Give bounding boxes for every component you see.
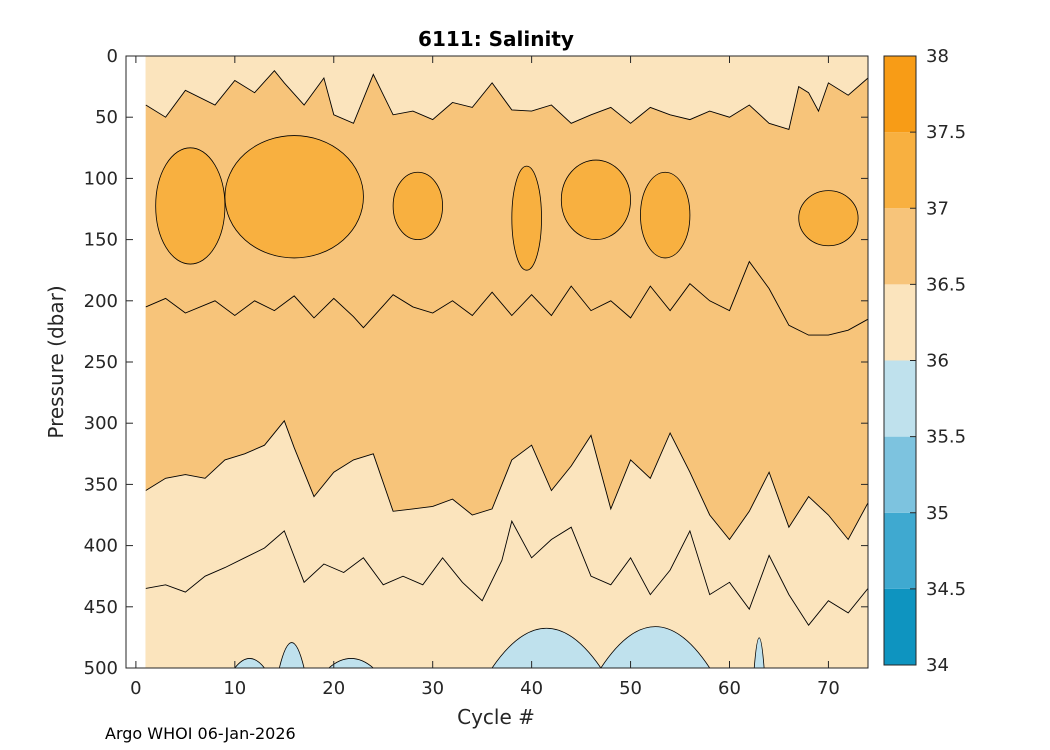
y-tick-label: 0 (107, 46, 118, 67)
contour-line (145, 70, 868, 130)
colorbar-tick-label: 37.5 (926, 122, 966, 143)
x-tick-label: 30 (421, 678, 444, 699)
x-axis: 0 10 20 30 40 50 60 70 (130, 56, 840, 699)
y-axis-label: Pressure (dbar) (44, 285, 68, 438)
colorbar-swatch (884, 208, 916, 285)
contour-line (145, 260, 868, 336)
contour-line (145, 419, 868, 541)
colorbar-swatch (884, 132, 916, 209)
colorbar-tick-label: 35 (926, 503, 949, 524)
salty-lens (511, 165, 542, 271)
colorbar-tick-label: 36 (926, 351, 949, 372)
colorbar-tick-label: 38 (926, 46, 949, 67)
x-tick-label: 20 (322, 678, 345, 699)
y-tick-label: 200 (84, 291, 118, 312)
chart-title: 6111: Salinity (418, 27, 574, 51)
y-tick-label: 250 (84, 352, 118, 373)
x-tick-label: 60 (718, 678, 741, 699)
low-salinity-patch (753, 637, 765, 668)
colorbar-tick-label: 34 (926, 655, 949, 676)
salty-lens (155, 147, 226, 265)
colorbar-swatch (884, 284, 916, 361)
x-tick-label: 40 (520, 678, 543, 699)
low-salinity-patch (600, 626, 711, 668)
y-tick-label: 500 (84, 658, 118, 679)
y-tick-label: 400 (84, 536, 118, 557)
y-tick-label: 100 (84, 168, 118, 189)
colorbar-swatch (884, 360, 916, 437)
footer-credit: Argo WHOI 06-Jan-2026 (105, 724, 296, 743)
plot-area (145, 56, 868, 668)
y-tick-label: 50 (95, 107, 118, 128)
salty-lens (392, 171, 443, 240)
x-tick-label: 10 (223, 678, 246, 699)
colorbar: 34 34.5 35 35.5 36 36.5 37 37.5 38 (883, 46, 966, 676)
colorbar-swatch (884, 512, 916, 589)
x-axis-label: Cycle # (457, 705, 535, 729)
y-tick-label: 300 (84, 413, 118, 434)
x-tick-label: 70 (817, 678, 840, 699)
salty-lens (798, 190, 859, 247)
fill-band-36.5-37-core (145, 70, 868, 336)
colorbar-swatch (884, 436, 916, 513)
low-salinity-patch (491, 628, 602, 668)
y-axis: 0 50 100 150 200 250 300 350 400 450 500 (84, 46, 868, 679)
y-tick-label: 450 (84, 597, 118, 618)
x-tick-label: 50 (619, 678, 642, 699)
fill-band-mid (145, 261, 868, 540)
y-tick-label: 150 (84, 230, 118, 251)
fill-region-upper-cap (145, 56, 868, 130)
colorbar-tick-label: 35.5 (926, 427, 966, 448)
salty-lens (640, 171, 691, 259)
salty-lens (224, 135, 364, 259)
salty-lens (560, 159, 631, 241)
fill-band-deep (145, 521, 868, 668)
colorbar-tick-label: 34.5 (926, 579, 966, 600)
colorbar-tick-label: 37 (926, 198, 949, 219)
colorbar-swatch (884, 56, 916, 133)
fill-band-36-36.5 (145, 420, 868, 626)
colorbar-swatch (884, 588, 916, 665)
y-tick-label: 350 (84, 474, 118, 495)
contour-line (145, 519, 868, 626)
colorbar-tick-label: 36.5 (926, 274, 966, 295)
x-tick-label: 0 (130, 678, 141, 699)
